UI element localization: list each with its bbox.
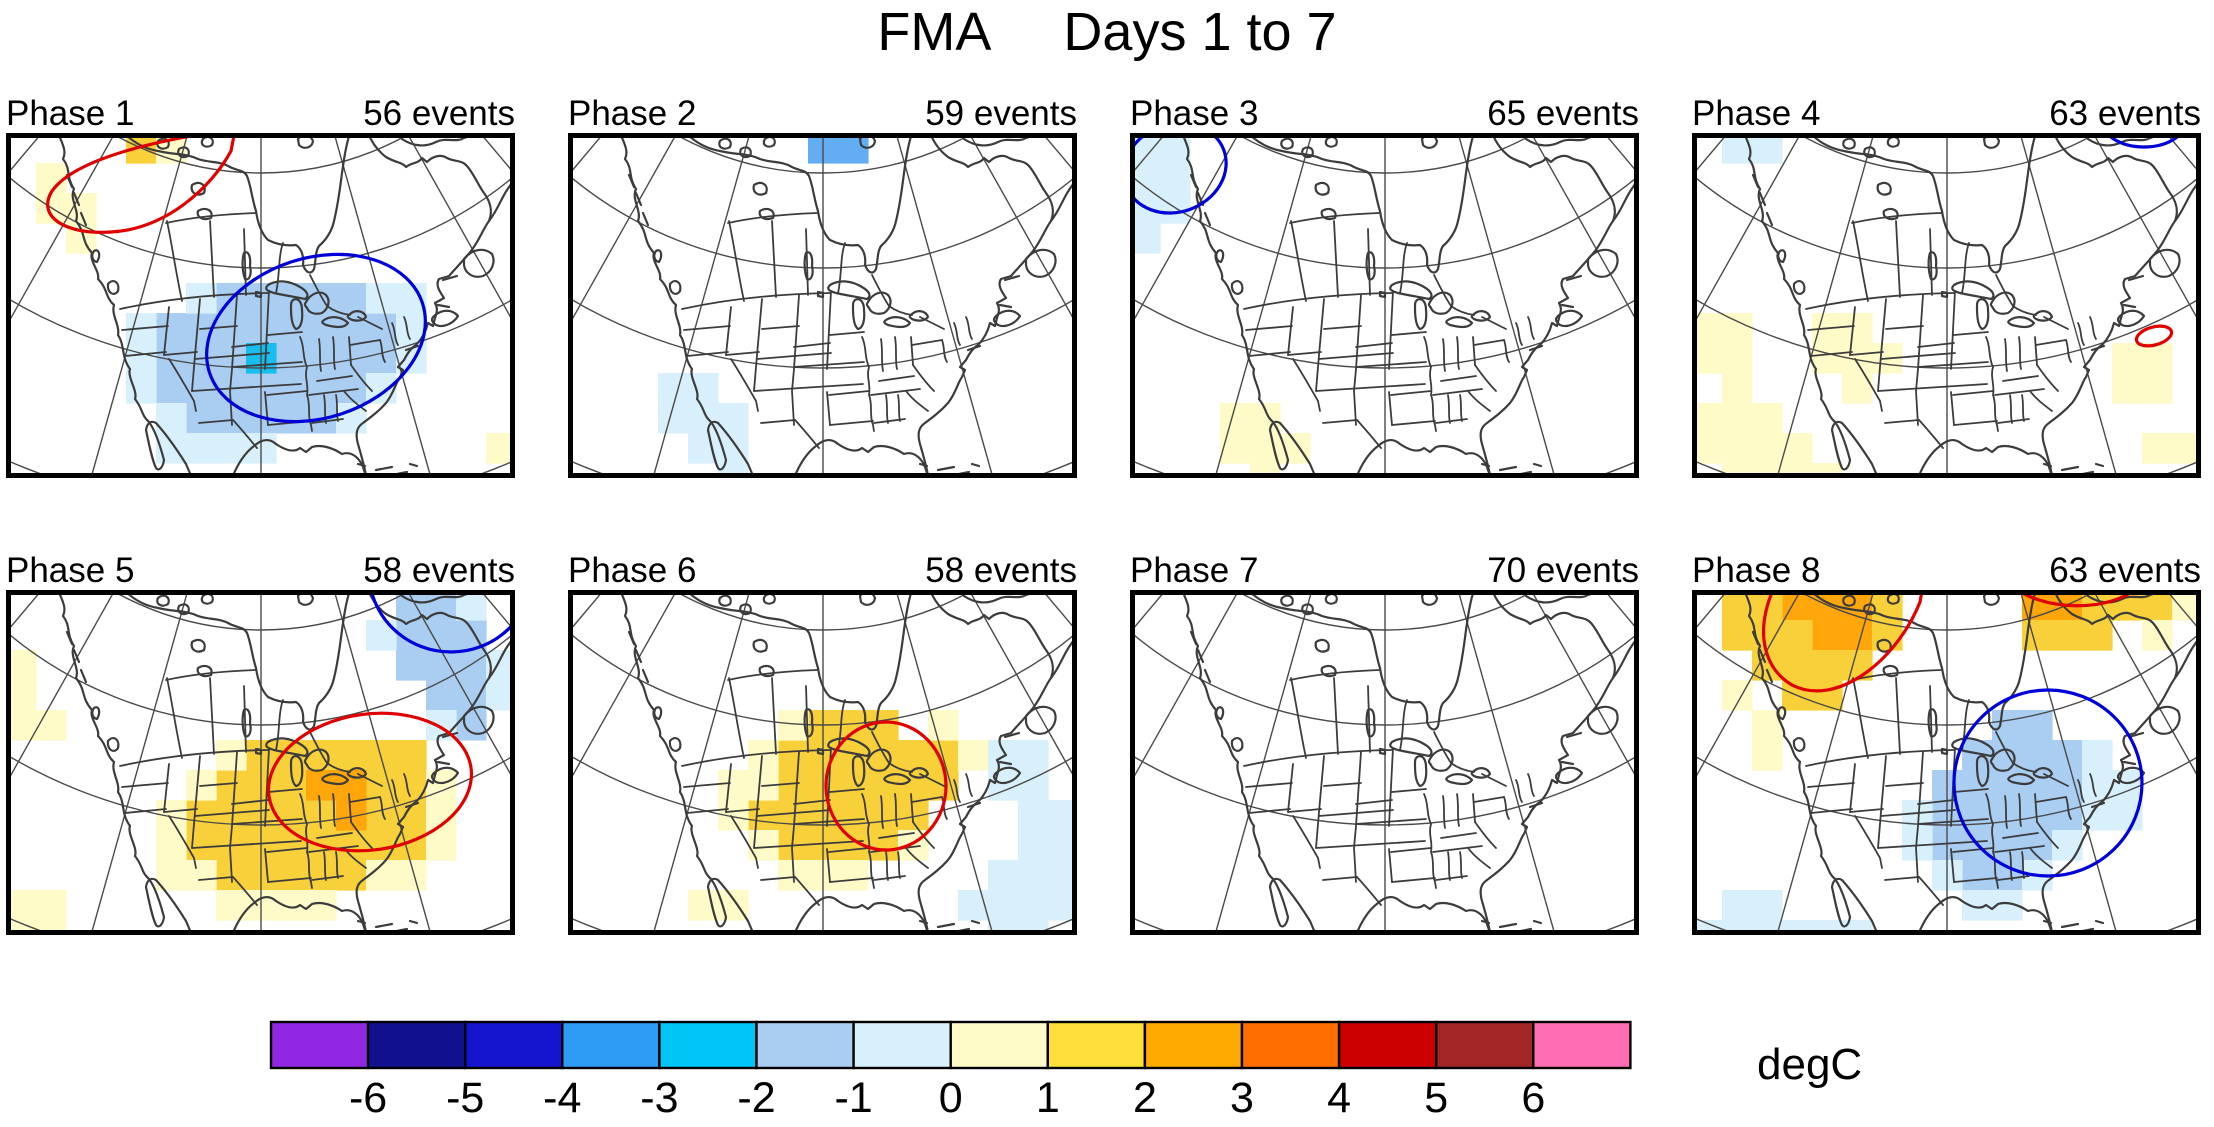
anomaly-map [1692,133,2201,478]
significance-contour [46,133,237,234]
significance-contour [2134,324,2174,348]
panel-header: Phase 7 70 events [1130,552,1639,590]
colorbar-tick: 5 [1424,1074,1448,1122]
panel-header: Phase 5 58 events [6,552,515,590]
significance-contour [205,252,427,424]
events-count: 63 events [2049,94,2201,133]
colorbar-tick: 4 [1327,1074,1351,1122]
colorbar-tick: -4 [543,1074,581,1122]
colorbar-tick: 0 [939,1074,963,1122]
phase-label: Phase 8 [1692,551,1821,590]
anomaly-map [6,133,515,478]
panel-header: Phase 2 59 events [568,95,1077,133]
events-count: 58 events [363,551,515,590]
phase-panel: Phase 1 56 events [6,95,515,478]
anomaly-map [1130,133,1639,478]
anomaly-map [568,133,1077,478]
phase-panel: Phase 6 58 events [568,552,1077,935]
colorbar-unit: degC [1757,1040,1863,1089]
phase-panel: Phase 8 63 events [1692,552,2201,935]
panel-header: Phase 3 65 events [1130,95,1639,133]
phase-panel: Phase 3 65 events [1130,95,1639,478]
significance-contour [2104,133,2184,149]
phase-label: Phase 2 [568,94,697,133]
phase-panel: Phase 4 63 events [1692,95,2201,478]
panel-header: Phase 1 56 events [6,95,515,133]
title-season: FMA [877,2,992,62]
colorbar-scale: -6 -5 -4 -3 -2 -1 0 1 2 3 4 5 6 [269,1020,1632,1122]
colorbar-tick: -1 [834,1074,872,1122]
panel-header: Phase 6 58 events [568,552,1077,590]
significance-contour [1761,590,1924,693]
colorbar-tick: 2 [1133,1074,1157,1122]
figure-title: FMA Days 1 to 7 [0,2,2214,64]
significance-contour [824,720,948,852]
significance-contour [266,711,474,853]
colorbar: -6 -5 -4 -3 -2 -1 0 1 2 3 4 5 6 [268,1018,1668,1127]
phase-label: Phase 1 [6,94,135,133]
anomaly-map [1130,590,1639,935]
colorbar-tick: -2 [737,1074,775,1122]
panel-header: Phase 4 63 events [1692,95,2201,133]
anomaly-map [568,590,1077,935]
phase-label: Phase 4 [1692,94,1821,133]
phase-label: Phase 3 [1130,94,1259,133]
events-count: 56 events [363,94,515,133]
panel-header: Phase 8 63 events [1692,552,2201,590]
colorbar-tick: -5 [446,1074,484,1122]
events-count: 63 events [2049,551,2201,590]
colorbar-tick: -6 [349,1074,387,1122]
events-count: 59 events [925,94,1077,133]
phase-label: Phase 7 [1130,551,1259,590]
phase-label: Phase 6 [568,551,697,590]
colorbar-tick: 1 [1036,1074,1060,1122]
title-days: Days 1 to 7 [1063,2,1337,62]
phase-label: Phase 5 [6,551,135,590]
events-count: 58 events [925,551,1077,590]
significance-contour [369,590,515,654]
colorbar-tick: 3 [1230,1074,1254,1122]
anomaly-map [1692,590,2201,935]
anomaly-cells [1692,590,2201,935]
significance-contour [1952,688,2144,878]
phase-panel: Phase 2 59 events [568,95,1077,478]
events-count: 70 events [1487,551,1639,590]
events-count: 65 events [1487,94,1639,133]
colorbar-tick: -3 [640,1074,678,1122]
phase-panel: Phase 5 58 events [6,552,515,935]
colorbar-tick: 6 [1521,1074,1545,1122]
phase-panel: Phase 7 70 events [1130,552,1639,935]
anomaly-map [6,590,515,935]
